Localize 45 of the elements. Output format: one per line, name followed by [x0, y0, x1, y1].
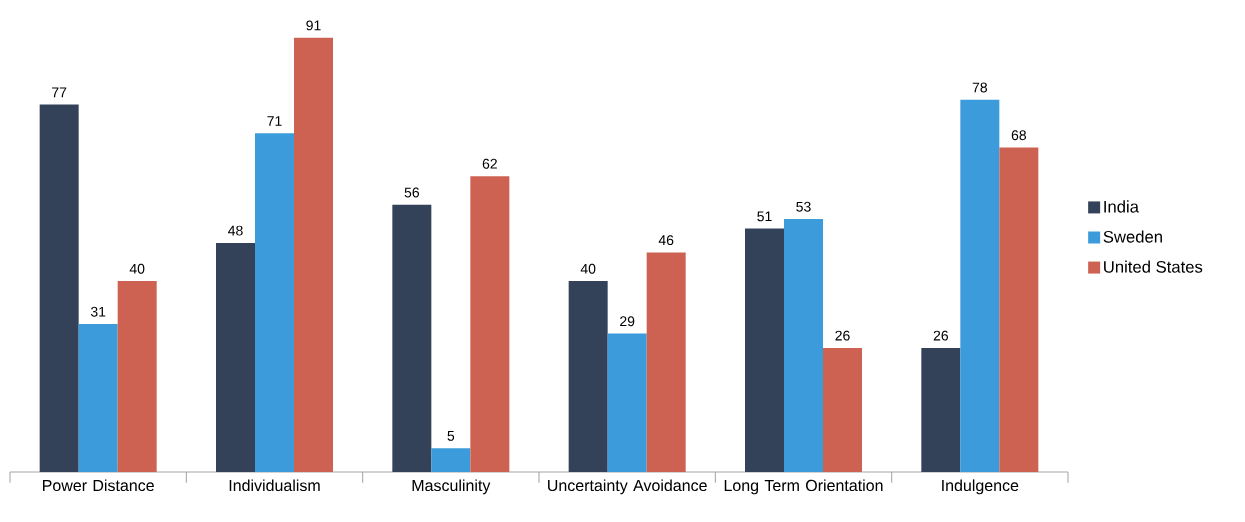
x-tick-label: Long Term Orientation	[724, 479, 883, 495]
bar	[431, 448, 471, 472]
data-label: 78	[972, 82, 988, 93]
data-label: 26	[933, 330, 949, 341]
data-label: 62	[482, 158, 497, 169]
bar	[294, 37, 333, 472]
data-label: 53	[796, 201, 811, 212]
bar	[255, 133, 294, 472]
bar	[39, 104, 79, 472]
bar	[78, 324, 118, 472]
x-tick-label: Masculinity	[412, 479, 491, 495]
x-tick-label: Uncertainty Avoidance	[548, 479, 707, 495]
x-tick-label: Power Distance	[43, 479, 154, 492]
legend-label: Sweden	[1103, 230, 1162, 243]
bar	[960, 99, 1000, 472]
bar	[392, 204, 432, 472]
bar	[784, 219, 824, 472]
data-label: 26	[835, 330, 850, 341]
data-label: 29	[620, 316, 635, 327]
data-label: 31	[90, 306, 106, 317]
bar	[470, 176, 510, 472]
bar	[823, 347, 863, 472]
x-tick-label: Indulgence	[942, 479, 1019, 495]
data-label: 51	[757, 211, 772, 222]
data-label: 56	[404, 187, 420, 198]
data-label: 77	[52, 87, 67, 98]
data-label: 68	[1011, 130, 1027, 141]
bar	[216, 242, 255, 472]
bar	[999, 147, 1039, 472]
x-tick-label: Individualism	[229, 479, 320, 492]
legend-label: India	[1104, 200, 1139, 213]
data-label: 91	[306, 20, 321, 31]
bar	[921, 347, 961, 472]
data-label: 5	[447, 431, 455, 441]
bar	[568, 281, 608, 472]
data-label: 48	[228, 225, 243, 236]
data-label: 40	[580, 263, 596, 274]
bar	[117, 281, 157, 472]
legend-label: United States	[1104, 260, 1203, 273]
data-label: 71	[267, 116, 282, 126]
data-label: 40	[129, 263, 145, 274]
bar	[607, 333, 647, 472]
bar	[646, 252, 686, 472]
bar	[745, 228, 785, 472]
data-label: 46	[658, 235, 674, 246]
